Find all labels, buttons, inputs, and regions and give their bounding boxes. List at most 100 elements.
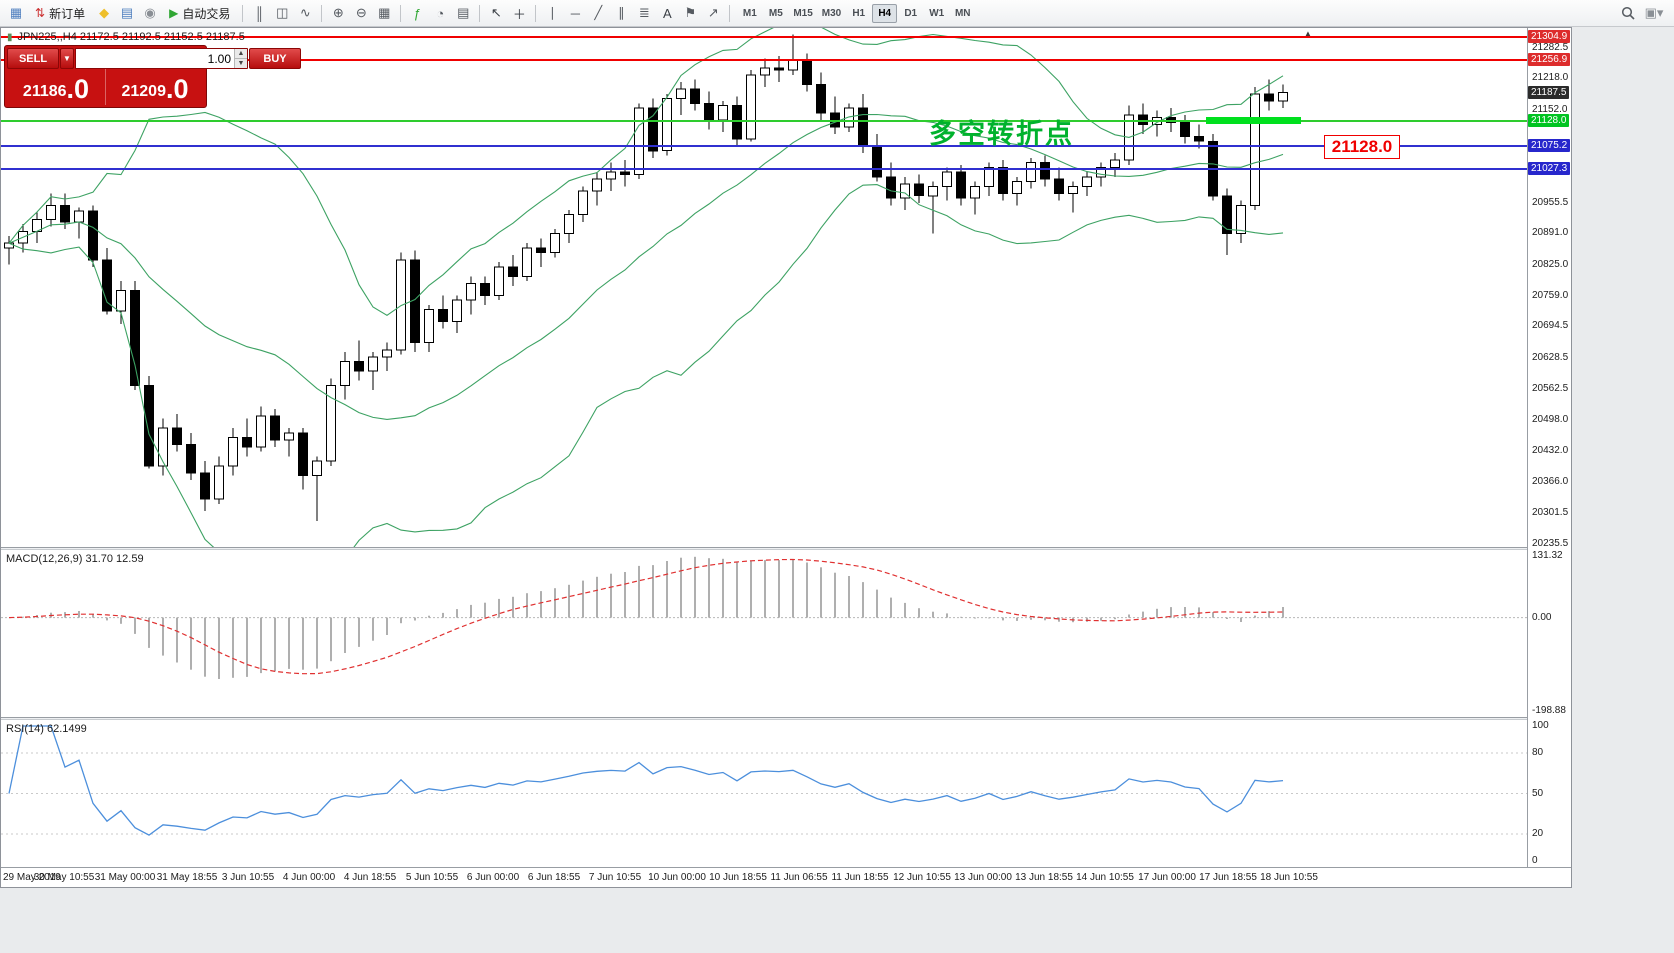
price-tick: 20955.5 [1532,197,1569,208]
new-order-button-label: 新订单 [49,6,86,21]
label-icon[interactable]: ⚑ [684,5,697,20]
templates-icon[interactable]: ▤ [457,5,470,20]
timeframe-m15-button[interactable]: M15 [793,7,813,19]
time-axis-label: 14 Jun 10:55 [1076,872,1134,883]
news-sound-icon[interactable]: ◉ [144,5,156,20]
metaquotes-icon[interactable]: ◆ [99,5,110,20]
time-axis-label: 3 Jun 10:55 [221,872,275,883]
autotrading-play-icon: ▶ [169,6,179,20]
time-axis-label: 11 Jun 18:55 [831,872,889,883]
buy-price[interactable]: 21209.0 [105,69,204,105]
toolbar-separator [321,4,323,22]
data-window-icon[interactable]: ▣▾ [1644,5,1664,20]
candlestick-chart[interactable] [1,28,1527,547]
timeframe-m5-button[interactable]: M5 [768,7,783,19]
sell-price[interactable]: 21186.0 [22,74,90,104]
macd-chart [1,556,1527,679]
zoom-out-icon[interactable]: ⊖ [355,5,367,20]
timeframe-m30-button[interactable]: M30 [821,7,842,19]
buy-button[interactable]: BUY [249,48,301,69]
sell-button[interactable]: SELL [7,48,59,69]
line-chart-icon[interactable]: ∿ [299,5,311,20]
time-axis-label: 17 Jun 18:55 [1199,872,1257,883]
horizontal-line-21304.9[interactable] [1,36,1527,38]
panel-separator[interactable] [1,547,1571,550]
price-badge: 21128.0 [1528,114,1570,127]
horizontal-line-icon[interactable]: ─ [570,5,580,21]
time-axis-label: 7 Jun 10:55 [588,872,642,883]
toolbar-separator [400,4,402,22]
volume-dropdown-button[interactable]: ▼ [60,48,74,69]
time-axis-label: 12 Jun 10:55 [893,872,951,883]
main-toolbar: ▦ ⇅ 新订单 ◆ ▤ ◉ ▶ 自动交易 ║ ◫ ∿ ⊕ ⊖ ▦ ƒ ◔ ▤ ↖ ＋ ∣ ─ ╱ ∥ ≣ A ⚑ ↗ M1 M5 M15… [0,0,1674,27]
price-tick: 20498.0 [1532,414,1569,425]
fibonacci-icon[interactable]: ≣ [638,5,650,20]
panel-separator[interactable] [1,717,1571,720]
horizontal-line-21256.9[interactable] [1,59,1527,61]
price-tick: 20891.0 [1532,227,1569,238]
vertical-line-icon[interactable]: ∣ [549,5,556,20]
macd-histogram [22,556,1284,679]
volume-input[interactable] [76,49,234,68]
channel-icon[interactable]: ∥ [618,5,625,20]
time-axis-label: 17 Jun 00:00 [1138,872,1196,883]
volume-up-button[interactable]: ▲ [235,49,247,59]
horizontal-line-21075.2[interactable] [1,145,1527,147]
horizontal-line-21027.3[interactable] [1,168,1527,170]
time-axis-label: 4 Jun 18:55 [343,872,397,883]
time-axis[interactable]: 29 May 2019 30 May 10:55 31 May 00:00 31 Ma… [1,867,1571,887]
candlestick-chart-icon[interactable]: ◫ [276,5,289,20]
rsi-scale-tick: 50 [1532,788,1544,799]
chart-window: ▮ JPN225,,H4 21172.5 21192.5 21152.5 211… [0,27,1572,888]
cursor-icon[interactable]: ↖ [490,5,502,20]
rsi-scale-tick: 80 [1532,747,1544,758]
search-icon[interactable] [1617,3,1639,24]
time-axis-label: 6 Jun 00:00 [466,872,520,883]
rsi-label: RSI(14) 62.1499 [6,723,87,735]
autotrading-button[interactable]: ▶ 自动交易 [162,3,237,24]
price-tick: 20825.0 [1532,259,1569,270]
volume-field: ▲ ▼ [75,48,248,69]
price-tick: 20694.5 [1532,320,1569,331]
chart-annotation-text[interactable]: 多空转折点 [929,119,1074,149]
support-segment[interactable] [1206,117,1301,124]
price-tick: 20432.0 [1532,445,1569,456]
arrows-icon[interactable]: ↗ [707,5,719,20]
price-tick: 21218.0 [1532,72,1569,83]
new-order-button[interactable]: ⇅ 新订单 [28,3,92,24]
timeframe-d1-button[interactable]: D1 [904,7,918,19]
price-badge: 21075.2 [1528,139,1571,152]
text-icon[interactable]: A [662,5,672,21]
crosshair-icon[interactable]: ＋ [512,6,526,22]
autotrading-button-label: 自动交易 [182,6,231,21]
timeframe-mn-button[interactable]: MN [954,7,971,19]
new-chart-icon[interactable]: ▦ [9,5,23,20]
market-watch-icon[interactable]: ▤ [120,5,134,20]
timeframe-h1-button[interactable]: H1 [852,7,866,19]
bollinger-middle-band [8,113,1284,420]
timeframe-w1-button[interactable]: W1 [929,7,945,19]
time-axis-label: 30 May 10:55 [33,872,95,883]
rsi-scale-tick: 20 [1532,828,1544,839]
zoom-in-icon[interactable]: ⊕ [332,5,344,20]
rsi-panel[interactable]: RSI(14) 62.1499 [1,720,1527,867]
new-order-icon: ⇅ [35,6,46,20]
time-axis-label: 6 Jun 18:55 [527,872,581,883]
bar-chart-icon[interactable]: ║ [254,5,264,21]
trendline-icon[interactable]: ╱ [594,5,603,20]
price-chart-panel[interactable]: ▮ JPN225,,H4 21172.5 21192.5 21152.5 211… [1,28,1527,547]
volume-down-button[interactable]: ▼ [235,59,247,68]
indicators-icon[interactable]: ƒ [413,5,421,21]
timeframe-h4-button[interactable]: H4 [872,3,898,23]
price-tick: 20366.0 [1532,476,1569,487]
macd-panel[interactable]: MACD(12,26,9) 31.70 12.59 [1,550,1527,717]
price-level-label[interactable]: 21128.0 [1324,135,1400,159]
timeframe-m1-button[interactable]: M1 [742,7,757,19]
chart-shift-marker[interactable]: ▲ [1304,29,1312,38]
horizontal-line-21128[interactable] [1,120,1527,122]
periods-icon[interactable]: ◔ [436,5,445,21]
tile-windows-icon[interactable]: ▦ [378,5,391,20]
macd-scale-tick: -198.88 [1532,705,1566,716]
price-scale[interactable]: 21282.5 21218.0 21152.0 20955.5 20891.0 20825… [1527,28,1571,867]
rsi-scale-tick: 100 [1532,720,1549,731]
